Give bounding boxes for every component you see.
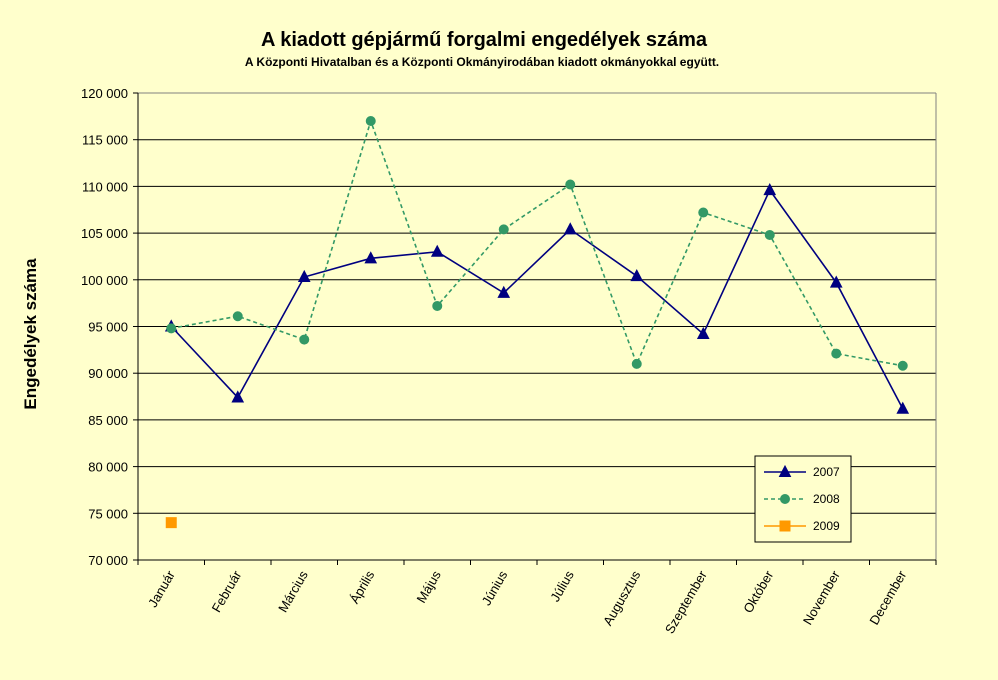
data-point-2007 (364, 251, 378, 264)
data-point-2007 (696, 326, 710, 339)
x-tick-label: Március (275, 568, 311, 615)
y-tick-label: 105 000 (81, 226, 128, 241)
x-tick-label: Július (547, 568, 577, 605)
data-point-2007 (829, 275, 843, 288)
series-2009 (165, 517, 177, 529)
data-point-2007 (763, 183, 777, 196)
data-point-2008 (897, 360, 908, 371)
y-tick-label: 100 000 (81, 273, 128, 288)
legend-swatch-marker (778, 464, 792, 477)
data-point-2008 (432, 300, 443, 311)
legend-label: 2007 (813, 465, 840, 479)
x-tick-label: Február (209, 567, 245, 615)
x-tick-label: Június (479, 568, 511, 608)
x-tick-label: Május (414, 568, 445, 606)
x-tick-label: Szeptember (662, 567, 710, 636)
data-point-2008 (365, 116, 376, 127)
series-line-2008 (171, 118, 903, 367)
x-tick-label: Augusztus (600, 568, 644, 629)
data-point-2007 (896, 401, 910, 414)
y-tick-label: 70 000 (88, 553, 128, 568)
y-tick-label: 95 000 (88, 320, 128, 335)
legend-item-2008: 2008 (764, 492, 840, 506)
y-tick-label: 90 000 (88, 366, 128, 381)
data-point-2008 (299, 334, 310, 345)
x-tick-label: Október (740, 567, 776, 615)
x-tick-label: November (800, 567, 843, 627)
data-point-2007 (497, 285, 511, 298)
series-2007 (164, 183, 910, 414)
data-point-2008 (166, 323, 177, 334)
series-lines (164, 116, 910, 529)
x-tick-label: Április (347, 568, 378, 607)
data-point-2007 (231, 390, 245, 403)
x-axis-ticks: Január Február Március Április Május Június Jú… (137, 560, 937, 636)
legend-item-2007: 2007 (764, 464, 840, 479)
data-point-2007 (630, 268, 644, 282)
y-tick-label: 80 000 (88, 460, 128, 475)
x-tick-label: Január (145, 567, 178, 610)
data-point-2007 (297, 269, 311, 282)
legend-label: 2009 (813, 519, 840, 533)
series-2008 (166, 116, 908, 371)
data-point-2008 (831, 348, 842, 359)
y-tick-label: 85 000 (88, 413, 128, 428)
y-tick-label: 115 000 (82, 133, 128, 148)
series-line-2007 (170, 188, 904, 410)
y-axis-label: Engedélyek száma (21, 258, 40, 410)
legend-item-2009: 2009 (764, 519, 840, 533)
data-point-2009 (165, 517, 177, 529)
chart-subtitle: A Központi Hivatalban és a Központi Okmá… (245, 55, 719, 69)
y-axis-ticks: 70 000 75 000 80 000 85 000 90 000 95 000 100 … (81, 86, 138, 568)
data-point-2007 (563, 222, 577, 235)
legend: 2007 2008 2009 (754, 455, 852, 543)
x-tick-label: December (866, 567, 909, 627)
data-point-2008 (698, 207, 709, 218)
data-point-2008 (498, 224, 509, 235)
legend-swatch-marker (779, 520, 791, 532)
y-tick-label: 75 000 (88, 506, 128, 521)
legend-swatch-marker (780, 494, 790, 504)
data-point-2007 (430, 244, 444, 257)
data-point-2008 (764, 229, 775, 240)
y-tick-label: 110 000 (82, 179, 128, 194)
y-tick-label: 120 000 (81, 86, 128, 101)
legend-label: 2008 (813, 492, 840, 506)
data-point-2008 (232, 311, 243, 322)
data-point-2008 (631, 358, 642, 369)
data-point-2008 (565, 179, 576, 190)
chart-title: A kiadott gépjármű forgalmi engedélyek s… (261, 29, 708, 51)
